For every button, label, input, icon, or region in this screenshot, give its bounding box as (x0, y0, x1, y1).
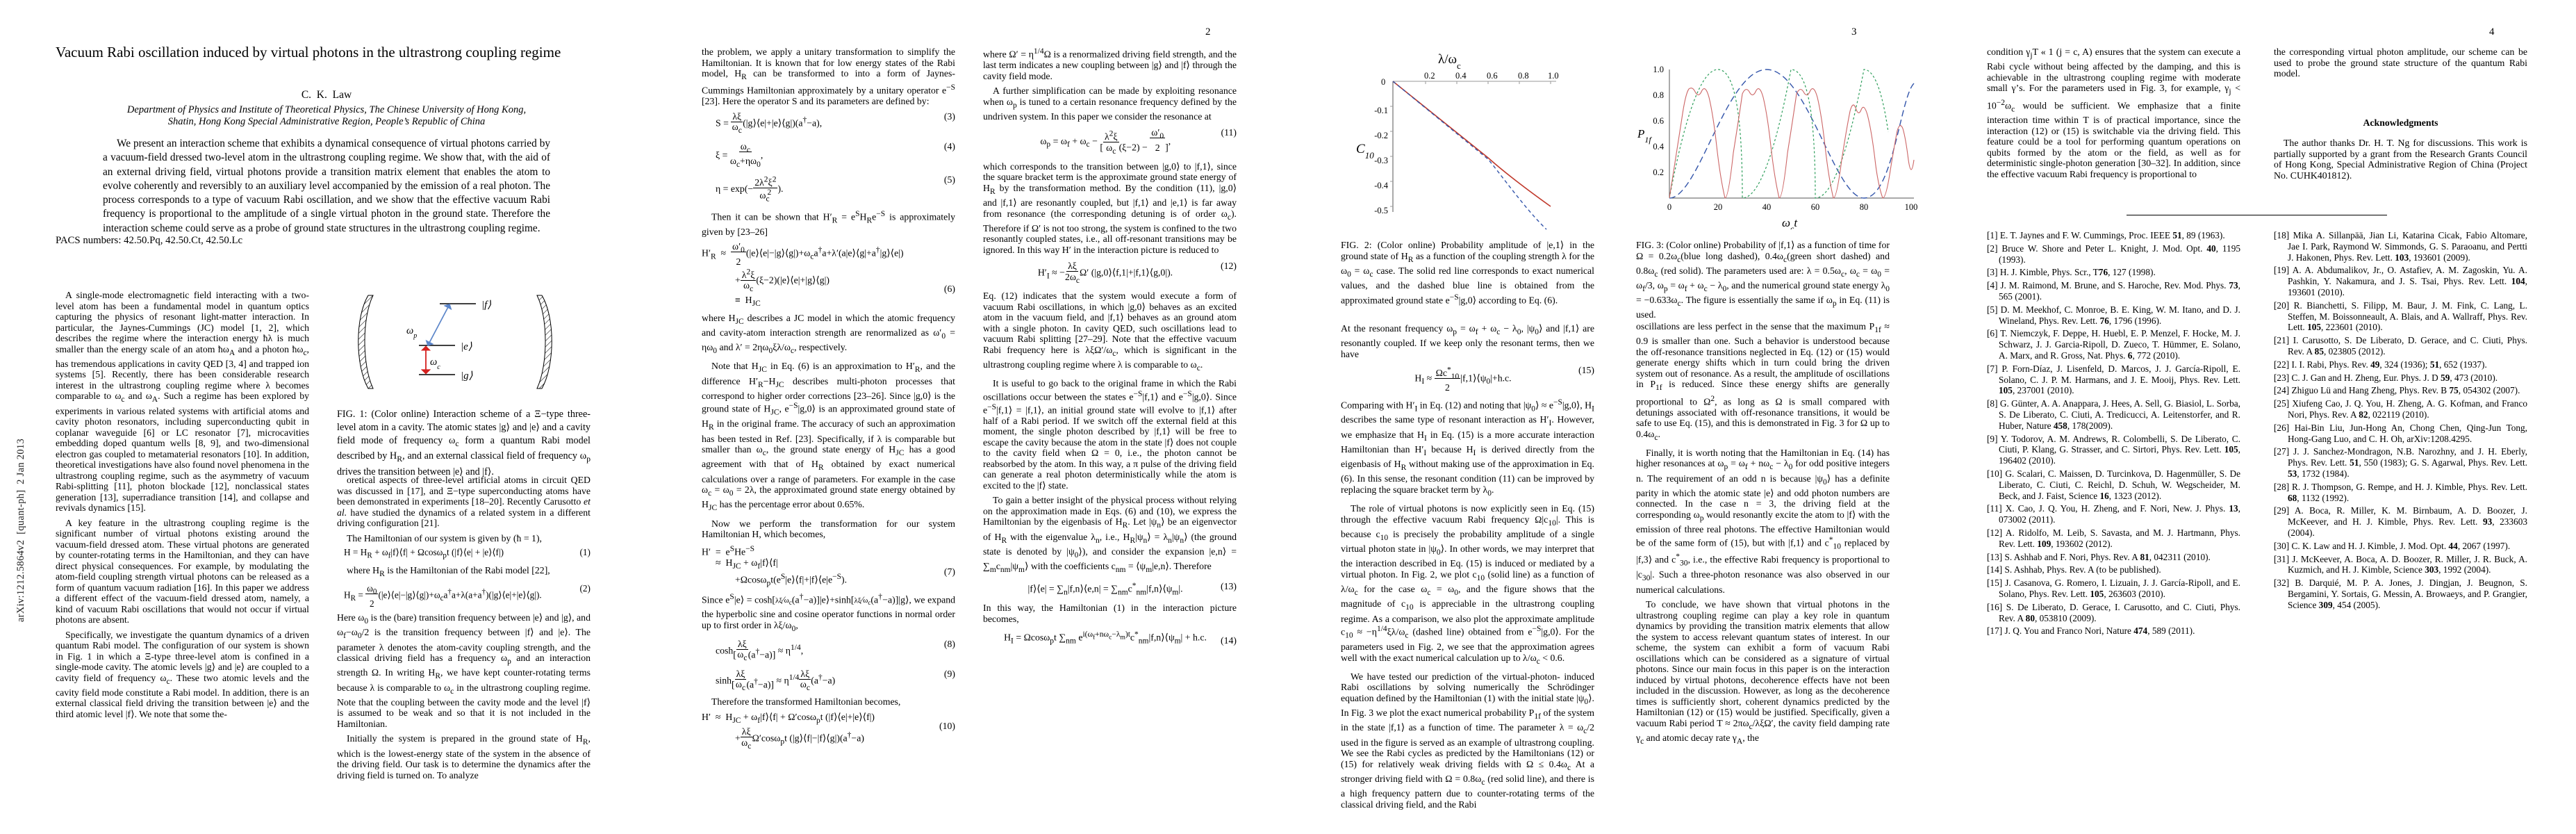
svg-text:100: 100 (1905, 202, 1918, 212)
svg-text:0.2: 0.2 (1424, 71, 1435, 81)
svg-text:40: 40 (1762, 202, 1772, 212)
svg-text:0: 0 (1667, 202, 1671, 212)
svg-text:-0.4: -0.4 (1374, 181, 1389, 190)
svg-text:P1f: P1f (1637, 127, 1652, 145)
svg-text:C10: C10 (1356, 142, 1374, 161)
svg-text:ωc: ωc (430, 357, 440, 371)
svg-text:-0.5: -0.5 (1374, 206, 1388, 215)
svg-text:|f⟩: |f⟩ (481, 300, 491, 311)
svg-text:|g⟩: |g⟩ (461, 370, 473, 382)
svg-text:ωp: ωp (406, 325, 417, 340)
svg-text:20: 20 (1714, 202, 1723, 212)
svg-text:0.4: 0.4 (1455, 71, 1467, 81)
svg-text:0.4: 0.4 (1653, 142, 1664, 152)
svg-text:1.0: 1.0 (1548, 71, 1559, 81)
svg-text:0: 0 (1381, 77, 1385, 87)
svg-text:-0.1: -0.1 (1374, 106, 1388, 115)
svg-text:0.8: 0.8 (1518, 71, 1529, 81)
svg-text:-0.3: -0.3 (1374, 156, 1388, 165)
svg-text:80: 80 (1860, 202, 1869, 212)
svg-text:-0.2: -0.2 (1374, 131, 1388, 140)
svg-text:|e⟩: |e⟩ (461, 341, 472, 352)
svg-text:0.6: 0.6 (1487, 71, 1498, 81)
svg-text:0.2: 0.2 (1653, 167, 1664, 177)
svg-text:0.8: 0.8 (1653, 90, 1664, 100)
svg-text:60: 60 (1811, 202, 1820, 212)
svg-text:1.0: 1.0 (1653, 65, 1664, 74)
svg-text:λ/ωc: λ/ωc (1438, 52, 1461, 71)
svg-text:ωct: ωct (1782, 216, 1798, 229)
svg-text:0.6: 0.6 (1653, 116, 1664, 126)
